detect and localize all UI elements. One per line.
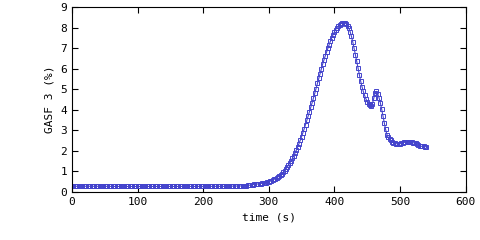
Y-axis label: GASF 3 (%): GASF 3 (%) bbox=[45, 66, 55, 133]
X-axis label: time (s): time (s) bbox=[242, 212, 296, 222]
